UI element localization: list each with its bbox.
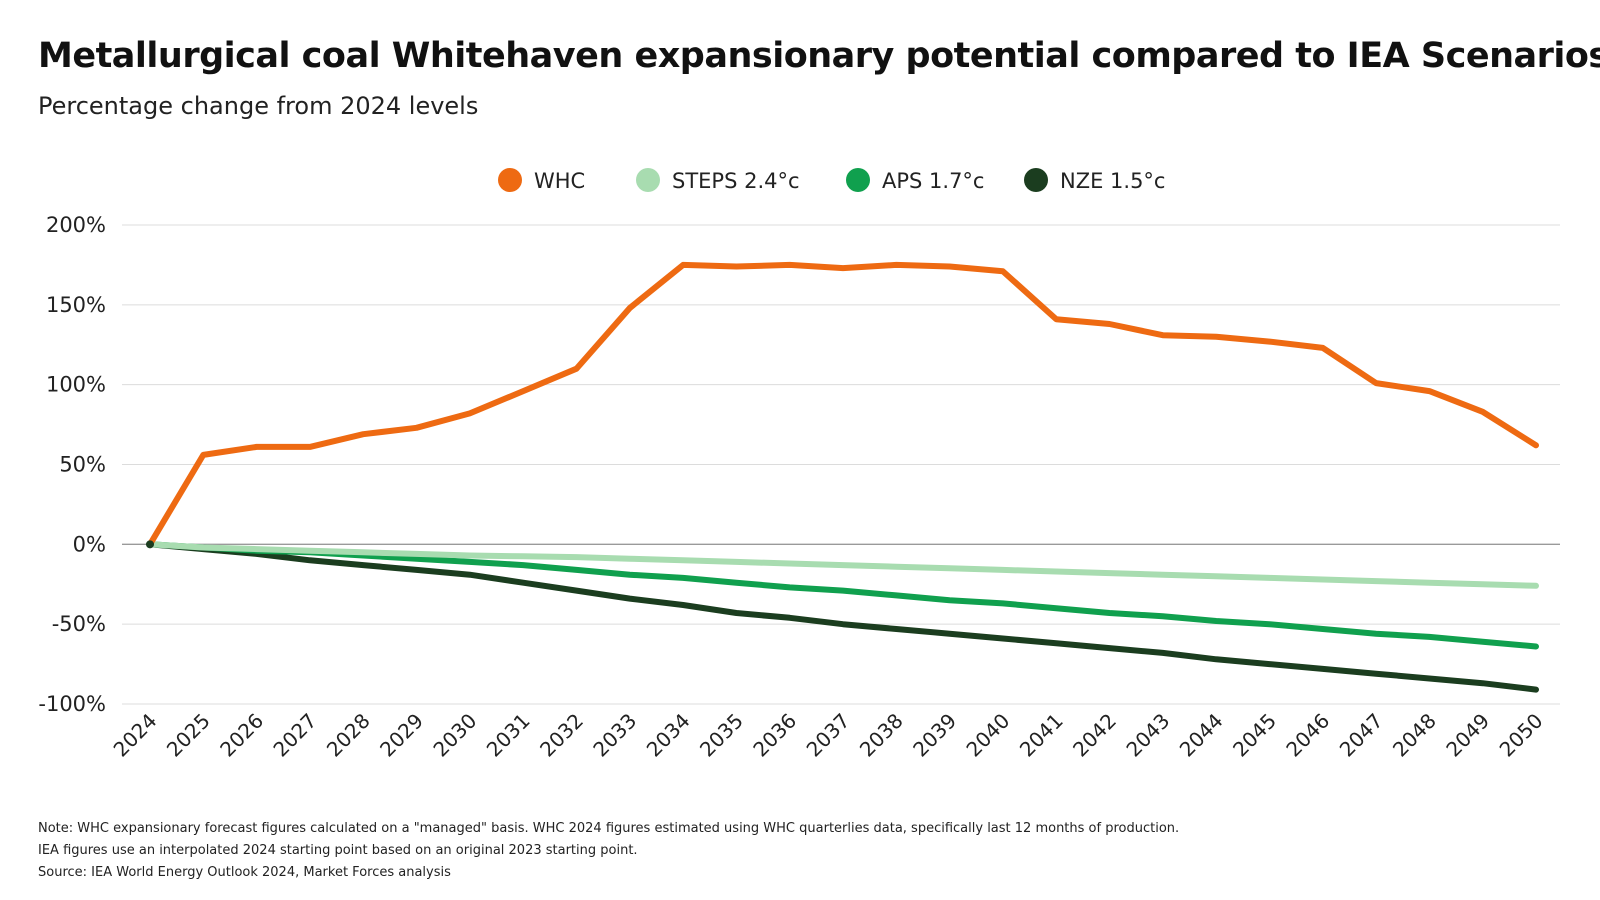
legend-marker xyxy=(636,168,660,192)
x-tick-label: 2048 xyxy=(1388,709,1441,762)
legend-label: STEPS 2.4°c xyxy=(672,169,800,193)
legend-item: STEPS 2.4°c xyxy=(636,168,800,193)
line-chart: 200%150%100%50%0%-50%-100% 2024 2025 2026 2… xyxy=(38,168,1560,762)
x-tick-label: 2033 xyxy=(588,709,641,762)
x-tick-label: 2030 xyxy=(428,709,481,762)
legend-marker xyxy=(1024,168,1048,192)
x-tick-label: 2025 xyxy=(162,709,215,762)
note-line: IEA figures use an interpolated 2024 sta… xyxy=(38,843,638,858)
x-tick-label: 2036 xyxy=(748,709,801,762)
legend-item: NZE 1.5°c xyxy=(1024,168,1165,193)
x-tick-label: 2029 xyxy=(375,709,428,762)
y-tick-label: -50% xyxy=(52,612,106,636)
x-axis-ticks: 2024 2025 2026 2027 2028 2029 2030 2031 2032 2033… xyxy=(109,709,1548,762)
x-tick-label: 2045 xyxy=(1228,709,1281,762)
x-tick-label: 2049 xyxy=(1441,709,1494,762)
x-tick-label: 2042 xyxy=(1068,709,1121,762)
y-axis-ticks: 200% 150% 100% 50% 0% -50% -100% xyxy=(38,213,106,716)
start-point xyxy=(146,540,154,549)
series-line-steps xyxy=(147,541,1539,589)
legend-item: APS 1.7°c xyxy=(846,168,984,193)
y-tick-label: 50% xyxy=(59,453,106,477)
legend: WHC STEPS 2.4°c APS 1.7°c NZE 1.5°c xyxy=(498,168,1165,193)
chart-notes: Note: WHC expansionary forecast figures … xyxy=(38,818,1179,884)
y-tick-label: 200% xyxy=(46,213,106,237)
legend-label: WHC xyxy=(534,169,585,193)
x-tick-label: 2037 xyxy=(802,709,855,762)
chart-subtitle: Percentage change from 2024 levels xyxy=(38,92,479,120)
x-tick-label: 2027 xyxy=(268,709,321,762)
x-tick-label: 2032 xyxy=(535,709,588,762)
x-tick-label: 2026 xyxy=(215,709,268,762)
y-tick-label: 0% xyxy=(73,532,106,556)
x-tick-label: 2046 xyxy=(1281,709,1334,762)
series-line-nze xyxy=(147,541,1539,693)
x-tick-label: 2047 xyxy=(1335,709,1388,762)
grid-lines xyxy=(122,224,1560,705)
x-tick-label: 2031 xyxy=(482,709,535,762)
x-tick-label: 2043 xyxy=(1121,709,1174,762)
x-tick-label: 2041 xyxy=(1015,709,1068,762)
x-tick-label: 2040 xyxy=(961,709,1014,762)
y-tick-label: 100% xyxy=(46,373,106,397)
chart-title: Metallurgical coal Whitehaven expansiona… xyxy=(38,36,1600,76)
legend-label: APS 1.7°c xyxy=(882,169,984,193)
y-tick-label: -100% xyxy=(38,692,106,716)
series-lines xyxy=(146,261,1539,693)
x-tick-label: 2035 xyxy=(695,709,748,762)
legend-label: NZE 1.5°c xyxy=(1060,169,1165,193)
series-line-aps xyxy=(147,541,1539,650)
note-line: Note: WHC expansionary forecast figures … xyxy=(38,821,1180,836)
x-tick-label: 2038 xyxy=(855,709,908,762)
x-tick-label: 2028 xyxy=(322,709,375,762)
x-tick-label: 2044 xyxy=(1175,709,1228,762)
x-tick-label: 2050 xyxy=(1495,709,1548,762)
legend-item: WHC xyxy=(498,168,585,193)
x-tick-label: 2039 xyxy=(908,709,961,762)
x-tick-label: 2024 xyxy=(109,709,162,762)
series-line-whc xyxy=(147,261,1539,548)
x-tick-label: 2034 xyxy=(642,709,695,762)
y-tick-label: 150% xyxy=(46,293,106,317)
source-line: Source: IEA World Energy Outlook 2024, M… xyxy=(38,865,451,880)
legend-marker xyxy=(498,168,522,192)
legend-marker xyxy=(846,168,870,192)
